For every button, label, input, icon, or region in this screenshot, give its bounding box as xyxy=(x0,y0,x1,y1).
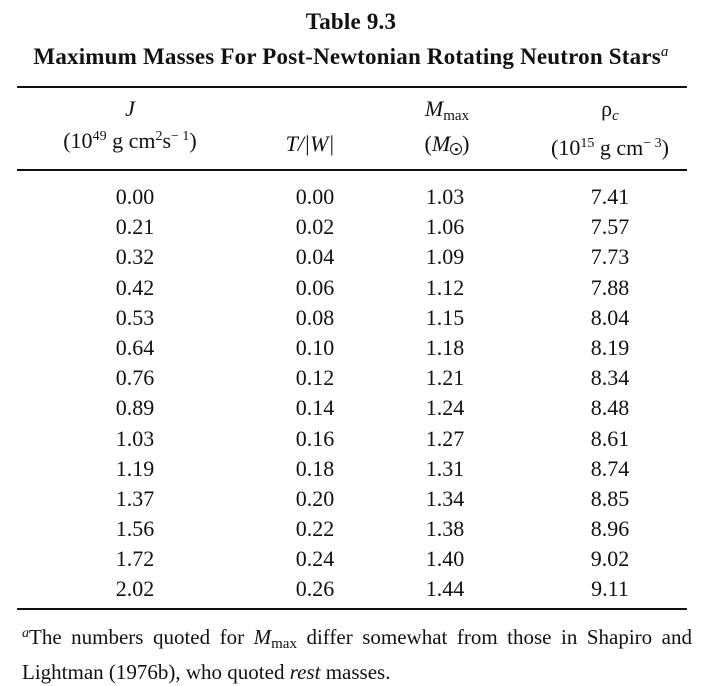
rho-subscript: c xyxy=(612,108,619,124)
cell-j: 0.64 xyxy=(115,334,155,360)
cell-rho-c: 8.96 xyxy=(590,516,630,542)
cell-j: 0.53 xyxy=(115,304,155,330)
column-header-rho-c: ρc (1015 g cm− 3) xyxy=(520,95,700,162)
cell-m-max: 1.24 xyxy=(425,395,465,421)
table-row: 1.56 0.22 1.38 8.96 xyxy=(0,514,702,544)
table-title-text: Maximum Masses For Post-Newtonian Rotati… xyxy=(33,44,661,69)
cell-rho-c: 8.74 xyxy=(590,455,630,481)
cell-t-over-w: 0.04 xyxy=(295,244,335,270)
cell-j: 1.56 xyxy=(115,516,155,542)
cell-t-over-w: 0.24 xyxy=(295,546,335,572)
cell-m-max: 1.12 xyxy=(425,274,465,300)
cell-t-over-w: 0.10 xyxy=(295,334,335,360)
cell-rho-c: 7.88 xyxy=(590,274,630,300)
cell-t-over-w: 0.06 xyxy=(295,274,335,300)
cell-j: 0.32 xyxy=(115,244,155,270)
title-footnote-mark: a xyxy=(660,44,669,60)
footnote-mark: a xyxy=(22,626,29,641)
table-row: 0.53 0.08 1.15 8.04 xyxy=(0,303,702,333)
cell-rho-c: 8.19 xyxy=(590,334,630,360)
cell-j: 1.19 xyxy=(115,455,155,481)
cell-rho-c: 7.41 xyxy=(590,184,630,209)
cell-j: 0.89 xyxy=(115,395,155,421)
cell-m-max: 1.03 xyxy=(425,184,465,209)
table-row: 1.03 0.16 1.27 8.61 xyxy=(0,424,702,454)
table-row: 2.02 0.26 1.44 9.11 xyxy=(0,574,702,604)
table-row: 1.19 0.18 1.31 8.74 xyxy=(0,454,702,484)
table-row: 0.42 0.06 1.12 7.88 xyxy=(0,273,702,303)
cell-m-max: 1.21 xyxy=(425,365,465,391)
cell-t-over-w: 0.26 xyxy=(295,576,335,602)
table-row: 1.37 0.20 1.34 8.85 xyxy=(0,484,702,514)
cell-m-max: 1.15 xyxy=(425,304,465,330)
table-row: 0.89 0.14 1.24 8.48 xyxy=(0,393,702,423)
table-row: 0.64 0.10 1.18 8.19 xyxy=(0,333,702,363)
column-header-m-max: Mmax (M) xyxy=(372,95,522,158)
cell-m-max: 1.34 xyxy=(425,485,465,511)
cell-j: 1.03 xyxy=(115,425,155,451)
j-unit: (1049 g cm2s− 1) xyxy=(63,128,197,153)
cell-m-max: 1.18 xyxy=(425,334,465,360)
table-row: 1.72 0.24 1.40 9.02 xyxy=(0,544,702,574)
j-symbol: J xyxy=(125,96,135,121)
cell-rho-c: 8.34 xyxy=(590,365,630,391)
top-rule xyxy=(17,86,687,88)
m-unit: (M) xyxy=(424,131,470,156)
cell-t-over-w: 0.20 xyxy=(295,485,335,511)
cell-rho-c: 9.02 xyxy=(590,546,630,572)
cell-rho-c: 7.57 xyxy=(590,214,630,240)
cell-rho-c: 8.48 xyxy=(590,395,630,421)
cell-t-over-w: 0.02 xyxy=(295,214,335,240)
m-symbol: M xyxy=(424,96,444,121)
rho-unit: (1015 g cm− 3) xyxy=(551,135,669,160)
cell-m-max: 1.27 xyxy=(425,425,465,451)
cell-rho-c: 9.11 xyxy=(591,576,629,602)
cell-j: 0.76 xyxy=(115,365,155,391)
table-row: 0.76 0.12 1.21 8.34 xyxy=(0,363,702,393)
table-row: 0.00 0.00 1.03 7.41 xyxy=(0,182,702,212)
column-header-j: J (1049 g cm2s− 1) xyxy=(10,95,250,155)
table-body: 0.00 0.00 1.03 7.41 0.21 0.02 1.06 7.57 0.32 0.04… xyxy=(0,182,702,605)
cell-j: 0.21 xyxy=(115,214,155,240)
cell-t-over-w: 0.08 xyxy=(295,304,335,330)
cell-rho-c: 7.73 xyxy=(590,244,630,270)
cell-rho-c: 8.85 xyxy=(590,485,630,511)
cell-t-over-w: 0.12 xyxy=(295,365,335,391)
table-row: 0.32 0.04 1.09 7.73 xyxy=(0,242,702,272)
cell-rho-c: 8.61 xyxy=(590,425,630,451)
cell-m-max: 1.31 xyxy=(425,455,465,481)
table-label: Table 9.3 xyxy=(305,9,397,34)
cell-m-max: 1.40 xyxy=(425,546,465,572)
cell-rho-c: 8.04 xyxy=(590,304,630,330)
cell-m-max: 1.09 xyxy=(425,244,465,270)
bottom-rule xyxy=(17,608,687,610)
solar-symbol-icon xyxy=(450,143,463,155)
table-title: Maximum Masses For Post-Newtonian Rotati… xyxy=(0,44,702,70)
cell-t-over-w: 0.14 xyxy=(295,395,335,421)
cell-j: 0.00 xyxy=(115,184,155,209)
cell-j: 1.72 xyxy=(115,546,155,572)
cell-m-max: 1.38 xyxy=(425,516,465,542)
column-header-t-over-w: T/|W| xyxy=(285,131,335,156)
footnote-emphasis: rest xyxy=(289,660,321,684)
cell-t-over-w: 0.16 xyxy=(295,425,335,451)
cell-t-over-w: 0.18 xyxy=(295,455,335,481)
cell-j: 0.42 xyxy=(115,274,155,300)
table-footnote: aThe numbers quoted for Mmax differ some… xyxy=(22,625,692,684)
cell-t-over-w: 0.22 xyxy=(295,516,335,542)
cell-j: 2.02 xyxy=(115,576,155,602)
cell-t-over-w: 0.00 xyxy=(295,184,335,209)
cell-m-max: 1.06 xyxy=(425,214,465,240)
cell-m-max: 1.44 xyxy=(425,576,465,602)
m-subscript: max xyxy=(443,108,470,124)
cell-j: 1.37 xyxy=(115,485,155,511)
header-rule xyxy=(17,169,687,171)
rho-symbol: ρ xyxy=(601,96,613,121)
table-row: 0.21 0.02 1.06 7.57 xyxy=(0,212,702,242)
